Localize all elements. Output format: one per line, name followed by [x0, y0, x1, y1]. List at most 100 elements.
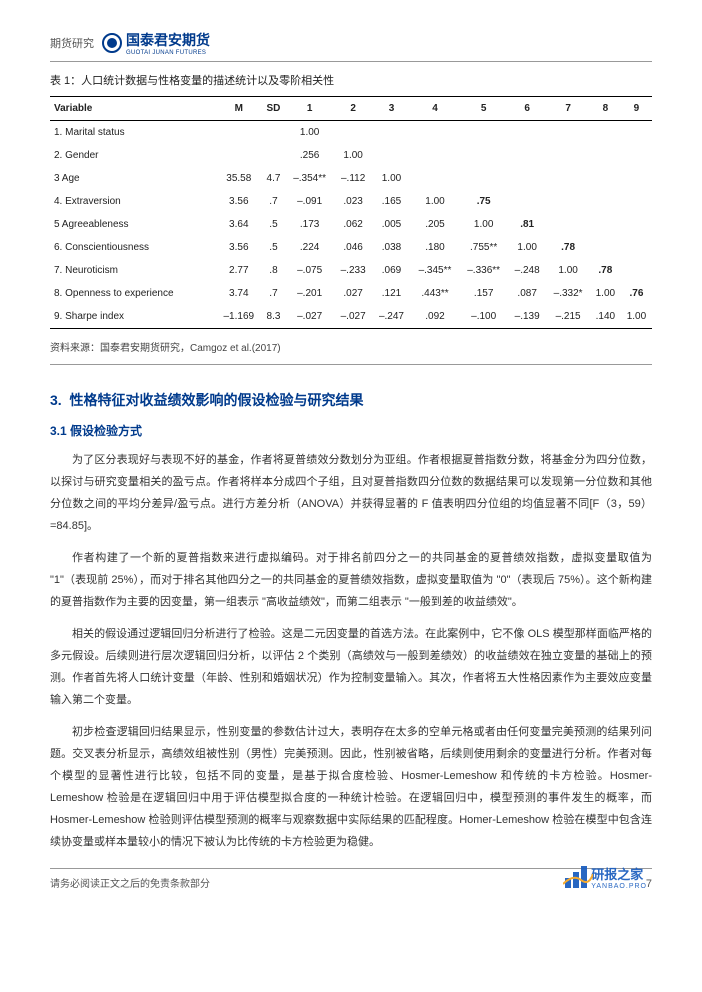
- table-cell: 2.77: [216, 259, 262, 282]
- table-caption: 表 1：人口统计数据与性格变量的描述统计以及零阶相关性: [50, 72, 652, 88]
- table-cell: [621, 236, 652, 259]
- table-cell: 3.64: [216, 213, 262, 236]
- table-cell: [590, 121, 621, 145]
- table-cell: [372, 144, 410, 167]
- table-cell: .140: [590, 305, 621, 329]
- table-cell: [546, 190, 590, 213]
- table-cell: [262, 121, 286, 145]
- table-cell: [411, 167, 460, 190]
- table-cell: .443**: [411, 282, 460, 305]
- table-cell: 9. Sharpe index: [50, 305, 216, 329]
- logo-icon: [102, 33, 122, 53]
- table-cell: [590, 167, 621, 190]
- table-cell: 1.00: [590, 282, 621, 305]
- table-cell: [334, 121, 372, 145]
- table-cell: .038: [372, 236, 410, 259]
- table-cell: [621, 190, 652, 213]
- table-cell: –.139: [508, 305, 546, 329]
- table-cell: [590, 236, 621, 259]
- table-cell: 1.00: [411, 190, 460, 213]
- table-cell: .121: [372, 282, 410, 305]
- table-cell: .75: [459, 190, 508, 213]
- table-cell: [546, 121, 590, 145]
- table-header-cell: 7: [546, 97, 590, 121]
- body-paragraph: 为了区分表现好与表现不好的基金，作者将夏普绩效分数划分为亚组。作者根据夏普指数分…: [50, 449, 652, 537]
- table-cell: –.354**: [285, 167, 334, 190]
- table-cell: .180: [411, 236, 460, 259]
- table-header-cell: 1: [285, 97, 334, 121]
- footer-disclaimer: 请务必阅读正文之后的免责条款部分: [50, 875, 210, 890]
- watermark: 研报之家 YANBAO.PRO: [565, 864, 647, 890]
- table-cell: [546, 167, 590, 190]
- table-cell: 3.56: [216, 190, 262, 213]
- table-cell: –.247: [372, 305, 410, 329]
- header-category: 期货研究: [50, 35, 94, 51]
- section-heading: 3. 性格特征对收益绩效影响的假设检验与研究结果: [50, 390, 652, 410]
- page-footer: 请务必阅读正文之后的免责条款部分 7: [50, 868, 652, 890]
- table-cell: .062: [334, 213, 372, 236]
- table-cell: [508, 144, 546, 167]
- table-cell: 3.74: [216, 282, 262, 305]
- table-cell: 4. Extraversion: [50, 190, 216, 213]
- table-cell: .173: [285, 213, 334, 236]
- table-cell: 1.00: [546, 259, 590, 282]
- logo-text: 国泰君安期货: [126, 32, 210, 48]
- page-header: 期货研究 国泰君安期货 GUOTAI JUNAN FUTURES: [50, 30, 652, 62]
- table-cell: 3.56: [216, 236, 262, 259]
- table-cell: .7: [262, 282, 286, 305]
- table-cell: –.091: [285, 190, 334, 213]
- table-cell: .76: [621, 282, 652, 305]
- table-cell: [459, 121, 508, 145]
- table-cell: –.201: [285, 282, 334, 305]
- table-cell: [262, 144, 286, 167]
- table-cell: –.215: [546, 305, 590, 329]
- table-cell: [508, 121, 546, 145]
- table-cell: 1.00: [508, 236, 546, 259]
- watermark-sub: YANBAO.PRO: [591, 883, 647, 890]
- table-cell: .165: [372, 190, 410, 213]
- table-cell: 1.00: [285, 121, 334, 145]
- table-cell: 3 Age: [50, 167, 216, 190]
- table-header-cell: 8: [590, 97, 621, 121]
- table-cell: –1.169: [216, 305, 262, 329]
- table-cell: –.332*: [546, 282, 590, 305]
- table-cell: 5 Agreeableness: [50, 213, 216, 236]
- body-paragraph: 作者构建了一个新的夏普指数来进行虚拟编码。对于排名前四分之一的共同基金的夏普绩效…: [50, 547, 652, 613]
- table-cell: .755**: [459, 236, 508, 259]
- table-cell: .7: [262, 190, 286, 213]
- table-header-cell: SD: [262, 97, 286, 121]
- table-cell: .224: [285, 236, 334, 259]
- table-cell: [459, 144, 508, 167]
- table-cell: 1.00: [372, 167, 410, 190]
- table-cell: .087: [508, 282, 546, 305]
- table-header-cell: 3: [372, 97, 410, 121]
- table-cell: 1.00: [621, 305, 652, 329]
- table-cell: [621, 144, 652, 167]
- table-cell: .046: [334, 236, 372, 259]
- table-cell: 2. Gender: [50, 144, 216, 167]
- table-cell: –.112: [334, 167, 372, 190]
- table-cell: [621, 213, 652, 236]
- watermark-icon: [565, 866, 587, 888]
- table-cell: 4.7: [262, 167, 286, 190]
- table-cell: .5: [262, 213, 286, 236]
- table-source: 资料来源：国泰君安期货研究，Camgoz et al.(2017): [50, 339, 652, 365]
- table-cell: –.248: [508, 259, 546, 282]
- table-cell: [459, 167, 508, 190]
- table-cell: .069: [372, 259, 410, 282]
- table-header-cell: 4: [411, 97, 460, 121]
- table-cell: [508, 167, 546, 190]
- table-cell: [411, 144, 460, 167]
- table-cell: –.336**: [459, 259, 508, 282]
- table-header-cell: M: [216, 97, 262, 121]
- table-cell: [621, 121, 652, 145]
- table-cell: .205: [411, 213, 460, 236]
- table-header-cell: 2: [334, 97, 372, 121]
- body-paragraph: 相关的假设通过逻辑回归分析进行了检验。这是二元因变量的首选方法。在此案例中，它不…: [50, 623, 652, 711]
- table-cell: .027: [334, 282, 372, 305]
- table-cell: [621, 167, 652, 190]
- watermark-text: 研报之家: [591, 864, 647, 883]
- table-header-cell: 9: [621, 97, 652, 121]
- table-header-cell: 5: [459, 97, 508, 121]
- table-cell: .256: [285, 144, 334, 167]
